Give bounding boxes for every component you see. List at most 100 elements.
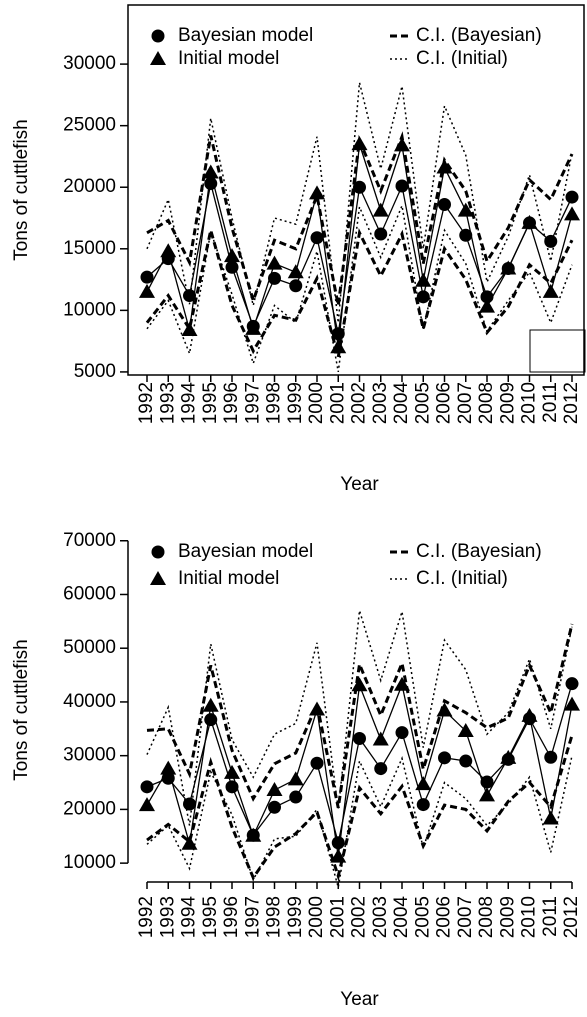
legend-marker: [150, 571, 166, 585]
legend-marker: [150, 51, 166, 65]
y-axis-label: Tons of cuttlefish: [11, 639, 32, 781]
point: [521, 707, 538, 722]
y-tick-label: 60000: [63, 583, 116, 604]
point: [544, 750, 558, 764]
y-tick-label: 40000: [63, 691, 116, 712]
y-tick-label: 70000: [63, 530, 116, 551]
point: [500, 749, 517, 764]
legend-marker: [151, 545, 165, 559]
legend-label: Initial model: [178, 48, 279, 69]
point: [289, 790, 303, 804]
inset-box: [529, 329, 586, 373]
x-axis-label: Year: [340, 989, 379, 1010]
point: [330, 848, 347, 863]
y-tick-label: 20000: [63, 798, 116, 819]
point: [457, 202, 474, 217]
point: [479, 298, 495, 313]
x-tick-label: 1992: [136, 382, 157, 424]
point: [224, 764, 240, 779]
legend-label: C.I. (Bayesian): [416, 541, 542, 562]
point: [245, 827, 262, 842]
x-tick-label: 2007: [455, 382, 476, 424]
point: [140, 270, 154, 284]
x-tick-label: 2011: [540, 382, 561, 423]
point: [331, 836, 345, 850]
x-tick-label: 2002: [349, 896, 370, 938]
point: [436, 159, 453, 174]
point: [183, 289, 196, 303]
x-tick-label: 2010: [519, 896, 540, 938]
x-tick-label: 2008: [476, 382, 497, 424]
point: [395, 726, 409, 740]
point: [565, 190, 579, 204]
x-tick-label: 2005: [412, 896, 433, 938]
point: [289, 279, 303, 293]
point: [564, 206, 580, 221]
point: [331, 327, 345, 341]
point: [372, 731, 389, 746]
point: [245, 320, 262, 335]
point: [416, 798, 430, 812]
point: [287, 264, 304, 279]
x-tick-label: 2002: [349, 382, 370, 424]
point: [139, 283, 155, 298]
point: [542, 810, 559, 825]
point: [351, 677, 368, 692]
legend-label: Bayesian model: [178, 25, 313, 46]
point: [395, 179, 409, 193]
point: [266, 782, 283, 797]
x-tick-label: 1994: [179, 382, 200, 425]
point: [183, 797, 196, 811]
point: [330, 339, 347, 354]
ci-upper: [146, 131, 574, 306]
y-tick-label: 5000: [74, 361, 116, 382]
point: [374, 762, 388, 776]
y-tick-label: 15000: [63, 238, 116, 259]
x-tick-label: 1995: [200, 382, 221, 424]
point: [266, 255, 283, 270]
y-tick-label: 30000: [63, 53, 116, 74]
point: [416, 290, 430, 304]
point: [544, 234, 558, 248]
y-tick-label: 10000: [63, 299, 116, 320]
point: [287, 771, 304, 786]
x-tick-label: 1998: [264, 896, 285, 938]
ci-lower: [146, 755, 573, 888]
point: [309, 701, 325, 716]
point: [268, 800, 281, 814]
point: [374, 227, 388, 241]
point: [564, 696, 580, 711]
ci-upper: [146, 82, 573, 323]
x-tick-label: 1993: [157, 382, 178, 424]
x-tick-label: 2000: [306, 896, 327, 938]
x-tick-label: 2003: [370, 896, 391, 938]
ci-lower: [146, 734, 574, 882]
point: [438, 197, 451, 211]
point: [415, 272, 432, 287]
x-axis-label: Year: [340, 474, 379, 495]
x-tick-label: 1998: [264, 382, 285, 424]
x-tick-label: 1994: [179, 896, 200, 939]
point: [310, 231, 324, 245]
y-axis-label: Tons of cuttlefish: [11, 119, 32, 261]
point: [353, 731, 366, 745]
point: [438, 751, 451, 765]
point: [309, 185, 325, 200]
x-tick-label: 2003: [370, 382, 391, 424]
point: [372, 202, 389, 217]
point: [457, 722, 474, 737]
x-tick-label: 1997: [242, 896, 263, 938]
ci-upper: [146, 623, 574, 809]
point: [479, 787, 495, 802]
ci-upper: [146, 610, 573, 826]
point: [139, 797, 155, 812]
x-tick-label: 1999: [285, 382, 306, 424]
x-tick-label: 2006: [434, 382, 455, 424]
plot-frame: [127, 4, 585, 376]
point: [542, 283, 559, 298]
point: [500, 260, 517, 275]
legend-label: C.I. (Initial): [416, 568, 508, 589]
point: [415, 776, 432, 791]
ci-lower: [145, 227, 574, 358]
point: [353, 180, 366, 194]
